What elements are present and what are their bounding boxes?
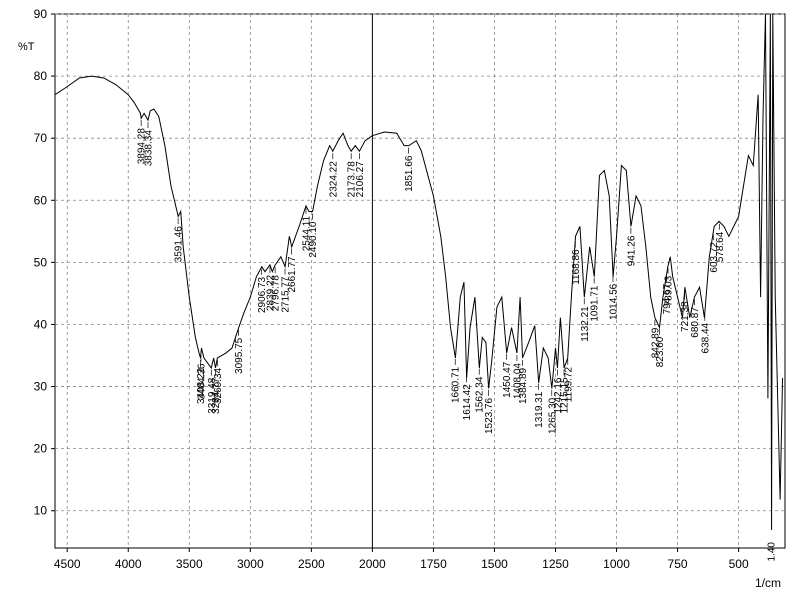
- peak-label: 1265.30: [547, 397, 558, 434]
- x-tick-label: 1750: [420, 557, 447, 571]
- peak-label: 3095.75: [234, 337, 245, 374]
- y-tick-label: 90: [34, 7, 48, 21]
- spectrum-line: [55, 14, 784, 530]
- peak-label: 638.44: [700, 322, 711, 353]
- peak-label: 2906.73: [257, 276, 268, 313]
- peak-label: 1168.86: [571, 249, 582, 285]
- peak-label: 2839.22: [265, 274, 276, 311]
- x-tick-label: 2000: [359, 557, 386, 571]
- peak-label: 3894.28: [137, 128, 148, 165]
- peak-label: 3838.34: [144, 130, 155, 167]
- peak-label: 1614.42: [462, 384, 473, 421]
- y-tick-label: 30: [34, 380, 48, 394]
- peak-label: 603.72: [709, 242, 720, 273]
- y-tick-label: 10: [34, 504, 48, 518]
- peak-label: 1242.16: [553, 377, 564, 414]
- peak-label: 721.38: [680, 301, 691, 332]
- peak-label: 1523.76: [484, 397, 495, 434]
- y-tick-label: 60: [34, 193, 48, 207]
- x-tick-label: 3000: [237, 557, 264, 571]
- y-tick-label: 50: [34, 255, 48, 269]
- peak-label: 941.26: [626, 235, 637, 266]
- x-tick-label: 2500: [298, 557, 325, 571]
- peak-label: 1450.47: [502, 361, 513, 398]
- peak-label: 3591.46: [174, 226, 185, 263]
- peak-label: 2796.78: [271, 275, 282, 312]
- peak-label: 1660.71: [451, 366, 462, 403]
- peak-label: 2544.11: [302, 215, 313, 251]
- x-tick-label: 4000: [115, 557, 142, 571]
- peak-label: 1091.71: [590, 285, 601, 322]
- x-tick-label: 500: [729, 557, 749, 571]
- peak-label: 789.03: [664, 275, 675, 306]
- peak-label: 3284.77: [211, 377, 222, 414]
- y-axis-label: %T: [18, 41, 35, 53]
- plot-frame: [54, 13, 786, 549]
- peak-label: 1408.04: [512, 363, 523, 400]
- peak-label: 2490.10: [308, 221, 319, 258]
- x-tick-label: 1500: [481, 557, 508, 571]
- peak-label: 1851.66: [404, 155, 415, 192]
- plot-area: [55, 14, 784, 530]
- peak-label: 2661.77: [287, 256, 298, 293]
- peak-label: 842.89: [650, 327, 661, 358]
- peak-label: 2173.78: [347, 161, 358, 198]
- peak-label: 2324.22: [328, 161, 339, 198]
- y-tick-label: 70: [34, 131, 48, 145]
- peak-label: 1199.72: [563, 366, 574, 402]
- x-tick-label: 1000: [603, 557, 630, 571]
- x-tick-label: 4500: [54, 557, 81, 571]
- peak-label: 1384.89: [518, 367, 529, 404]
- x-tick-label: 750: [668, 557, 688, 571]
- peak-label: 1014.56: [609, 283, 620, 320]
- peak-label: 1319.31: [534, 391, 545, 428]
- peak-label: 680.87: [690, 307, 701, 338]
- peak-label: 1132.21: [580, 306, 591, 342]
- peak-label: 2715.77: [281, 276, 292, 313]
- peak-label: 3319.48: [207, 377, 218, 414]
- x-tick-label: 3500: [176, 557, 203, 571]
- peak-label: 2106.27: [355, 161, 366, 198]
- annotation: 1.40: [766, 542, 777, 562]
- x-tick-label: 1250: [542, 557, 569, 571]
- peak-label: 823.60: [655, 336, 666, 367]
- peak-label: 578.64: [715, 231, 726, 262]
- peak-label: 1215.15: [560, 377, 571, 414]
- peak-label: 3269.34: [213, 367, 224, 404]
- y-tick-label: 80: [34, 69, 48, 83]
- peak-label: 794.67: [662, 283, 673, 314]
- x-axis-label: 1/cm: [755, 576, 781, 590]
- y-tick-label: 40: [34, 317, 48, 331]
- y-tick-label: 20: [34, 442, 48, 456]
- peak-label: 3408.22: [196, 367, 207, 404]
- peak-label: 1562.34: [475, 376, 486, 413]
- peak-label: 3404.36: [197, 363, 208, 400]
